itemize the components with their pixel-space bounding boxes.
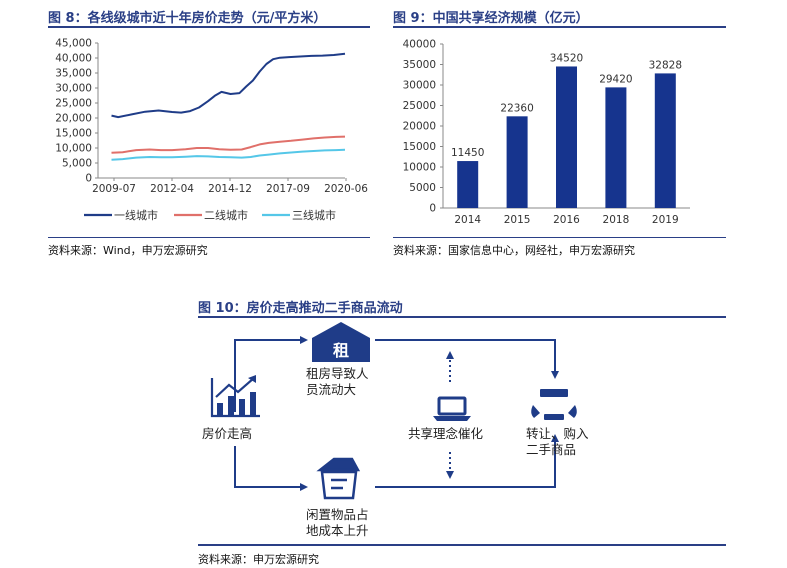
node-resale-line2: 二手商品 xyxy=(526,442,577,457)
node-rent-line2: 员流动大 xyxy=(306,382,357,397)
node-idle-line1: 闲置物品占 xyxy=(306,507,369,522)
flow-connectors xyxy=(234,336,559,491)
arrow-rent-to-resale xyxy=(375,339,559,379)
fig8-title-rule xyxy=(48,26,370,28)
fig10-bottom-rule xyxy=(198,544,726,546)
house-rent-icon: 租 xyxy=(312,322,370,362)
arrow-to-rent xyxy=(234,336,308,412)
fig8-title: 图 8：各线级城市近十年房价走势（元/平方米） xyxy=(48,11,327,26)
laptop-icon xyxy=(433,396,471,421)
arrow-to-idle xyxy=(234,446,308,491)
house-rent-char: 租 xyxy=(333,341,349,360)
node-idle-line2: 地成本上升 xyxy=(306,523,369,538)
exchange-icon xyxy=(531,389,577,420)
fig8-source: 资料来源：Wind，申万宏源研究 xyxy=(48,244,208,257)
rising-chart-icon xyxy=(210,375,260,418)
fig9-title: 图 9：中国共享经济规模（亿元） xyxy=(393,11,589,26)
fig10-source: 资料来源：申万宏源研究 xyxy=(198,553,319,566)
fig9-source: 资料来源：国家信息中心，网经社，申万宏源研究 xyxy=(393,244,635,257)
node-rent-line1: 租房导致人 xyxy=(306,366,369,381)
fig10-title: 图 10：房价走高推动二手商品流动 xyxy=(198,301,403,316)
fig8-bottom-rule xyxy=(48,237,370,238)
node-house-price: 房价走高 xyxy=(202,426,253,441)
fig9-bottom-rule xyxy=(393,237,726,238)
storage-box-icon xyxy=(316,457,361,500)
arrow-idle-to-resale xyxy=(375,434,559,488)
node-resale-line1: 转让、购入 xyxy=(526,426,589,441)
fig10-title-rule xyxy=(198,316,726,318)
fig9-title-rule xyxy=(393,26,726,28)
node-share: 共享理念催化 xyxy=(408,426,484,441)
